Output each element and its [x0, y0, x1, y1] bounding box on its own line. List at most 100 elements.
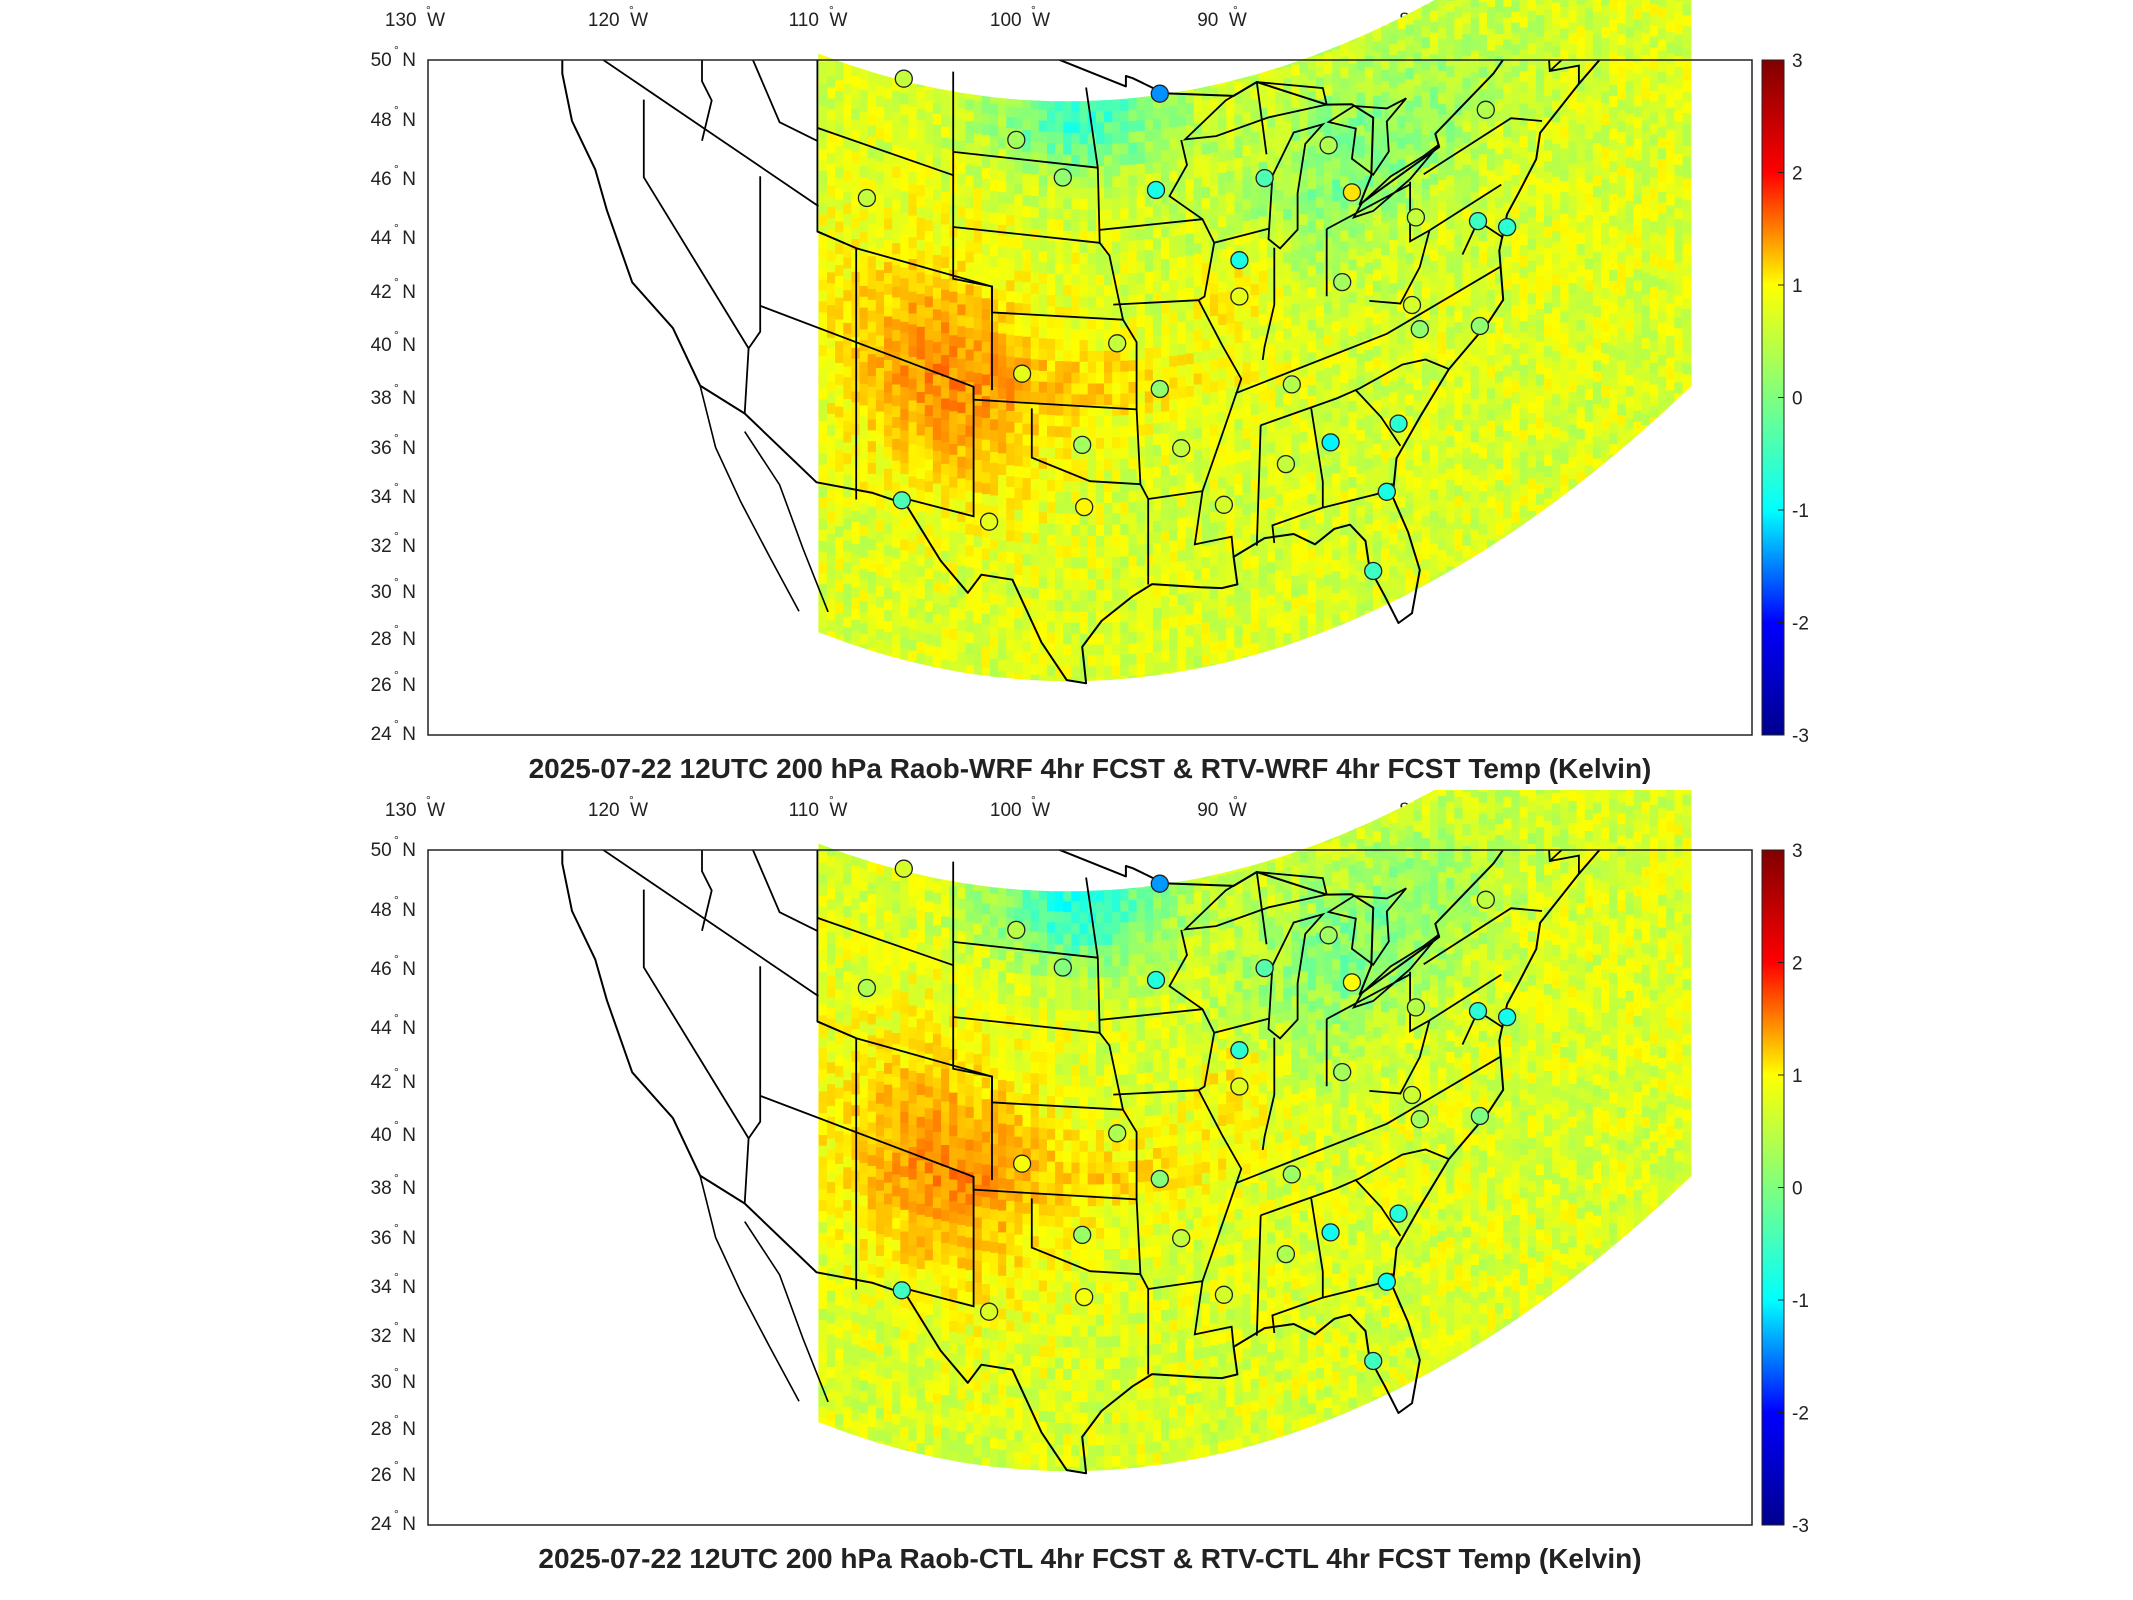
field-cell — [932, 178, 943, 190]
field-cell — [1161, 660, 1171, 673]
field-cell — [1071, 371, 1081, 384]
field-cell — [1030, 532, 1041, 545]
field-cell — [1356, 635, 1367, 648]
field-cell — [1226, 246, 1236, 258]
field-cell — [1389, 43, 1399, 55]
field-cell — [1088, 720, 1098, 732]
field-cell — [1063, 589, 1073, 601]
field-cell — [1169, 398, 1179, 411]
field-cell — [1413, 606, 1424, 619]
field-cell — [1267, 648, 1277, 661]
field-cell — [924, 469, 935, 482]
field-cell — [843, 583, 853, 595]
field-cell — [1136, 141, 1147, 153]
field-cell — [818, 377, 829, 389]
field-cell — [867, 277, 878, 289]
field-cell — [924, 110, 935, 123]
field-cell — [1144, 358, 1155, 370]
field-cell — [1137, 707, 1147, 719]
field-cell — [1275, 439, 1285, 451]
field-cell — [973, 666, 984, 678]
field-cell — [1397, 169, 1407, 182]
field-cell — [1283, 512, 1293, 525]
latitude-label: 44 N — [371, 228, 416, 249]
field-cell — [1161, 291, 1171, 303]
field-cell — [1169, 670, 1179, 682]
field-cell — [957, 401, 967, 414]
field-cell — [1275, 504, 1285, 517]
field-cell — [843, 289, 853, 302]
field-cell — [1161, 584, 1171, 597]
field-cell — [1242, 372, 1253, 385]
field-cell — [875, 487, 886, 499]
field-cell — [794, 627, 804, 639]
field-cell — [1283, 77, 1293, 90]
field-cell — [1315, 544, 1326, 556]
field-cell — [1038, 468, 1049, 480]
field-cell — [1218, 607, 1228, 619]
field-cell — [973, 568, 984, 580]
field-cell — [998, 365, 1008, 378]
field-cell — [1299, 365, 1310, 378]
field-cell — [1242, 187, 1253, 200]
field-cell — [1258, 575, 1269, 587]
field-cell — [1381, 221, 1391, 234]
field-cell — [1104, 154, 1114, 166]
field-cell — [1055, 599, 1065, 612]
field-cell — [941, 376, 951, 388]
field-cell — [1006, 399, 1016, 411]
field-cell — [1161, 650, 1171, 662]
field-cell — [884, 522, 894, 535]
field-cell — [973, 383, 984, 395]
field-cell — [827, 663, 837, 675]
field-cell — [1023, 739, 1033, 751]
field-cell — [990, 233, 1000, 246]
field-cell — [1095, 208, 1106, 221]
field-cell — [859, 666, 870, 678]
field-cell — [1169, 561, 1179, 574]
field-cell — [1128, 44, 1139, 56]
field-cell — [835, 416, 845, 429]
field-cell — [803, 359, 813, 371]
field-cell — [1340, 687, 1350, 699]
field-cell — [990, 81, 1000, 93]
field-cell — [1250, 305, 1261, 317]
field-cell — [1243, 710, 1253, 722]
field-cell — [1307, 428, 1318, 440]
field-cell — [1006, 301, 1016, 313]
field-cell — [1242, 166, 1253, 178]
field-cell — [1275, 178, 1285, 190]
field-cell — [827, 271, 837, 284]
field-cell — [1193, 144, 1204, 157]
field-cell — [1348, 650, 1359, 662]
field-cell — [1258, 205, 1269, 217]
field-cell — [859, 589, 870, 602]
field-cell — [1177, 408, 1187, 420]
field-cell — [1087, 480, 1098, 493]
field-cell — [1234, 396, 1244, 409]
field-cell — [981, 297, 992, 310]
field-cell — [1201, 164, 1212, 177]
field-cell — [1381, 515, 1391, 527]
field-cell — [1006, 606, 1016, 618]
field-cell — [1201, 567, 1212, 579]
field-cell — [803, 293, 813, 305]
field-cell — [1177, 201, 1187, 214]
field-cell — [1340, 665, 1350, 677]
field-cell — [1250, 348, 1261, 361]
field-cell — [981, 330, 992, 342]
field-cell — [1104, 545, 1114, 558]
field-cell — [1332, 4, 1342, 17]
field-cell — [867, 495, 878, 507]
field-cell — [965, 544, 976, 557]
field-cell — [1283, 306, 1293, 318]
field-cell — [1364, 381, 1375, 394]
field-cell — [1397, 224, 1407, 236]
field-cell — [1405, 317, 1416, 330]
field-cell — [1104, 589, 1114, 601]
field-cell — [843, 126, 853, 138]
field-cell — [1356, 266, 1367, 278]
field-cell — [1226, 72, 1236, 84]
field-cell — [1389, 456, 1399, 469]
field-cell — [1144, 456, 1155, 468]
